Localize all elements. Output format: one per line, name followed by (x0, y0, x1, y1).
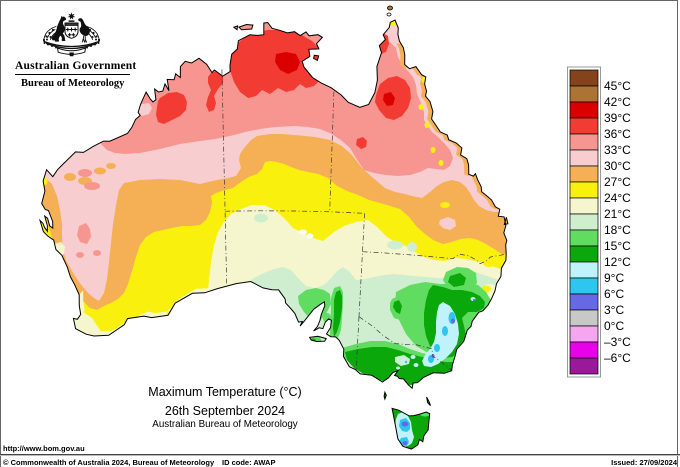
svg-text:3°C: 3°C (604, 303, 624, 317)
svg-text:30°C: 30°C (604, 159, 631, 173)
svg-text:6°C: 6°C (604, 287, 624, 301)
svg-text:12°C: 12°C (604, 255, 631, 269)
svg-text:21°C: 21°C (604, 207, 631, 221)
svg-text:–6°C: –6°C (604, 351, 631, 365)
svg-text:33°C: 33°C (604, 143, 631, 157)
svg-text:42°C: 42°C (604, 95, 631, 109)
svg-text:39°C: 39°C (604, 111, 631, 125)
svg-text:–3°C: –3°C (604, 335, 631, 349)
svg-text:9°C: 9°C (604, 271, 624, 285)
svg-text:45°C: 45°C (604, 79, 631, 93)
svg-text:24°C: 24°C (604, 191, 631, 205)
svg-text:36°C: 36°C (604, 127, 631, 141)
svg-text:18°C: 18°C (604, 223, 631, 237)
svg-text:15°C: 15°C (604, 239, 631, 253)
svg-text:0°C: 0°C (604, 319, 624, 333)
svg-text:27°C: 27°C (604, 175, 631, 189)
